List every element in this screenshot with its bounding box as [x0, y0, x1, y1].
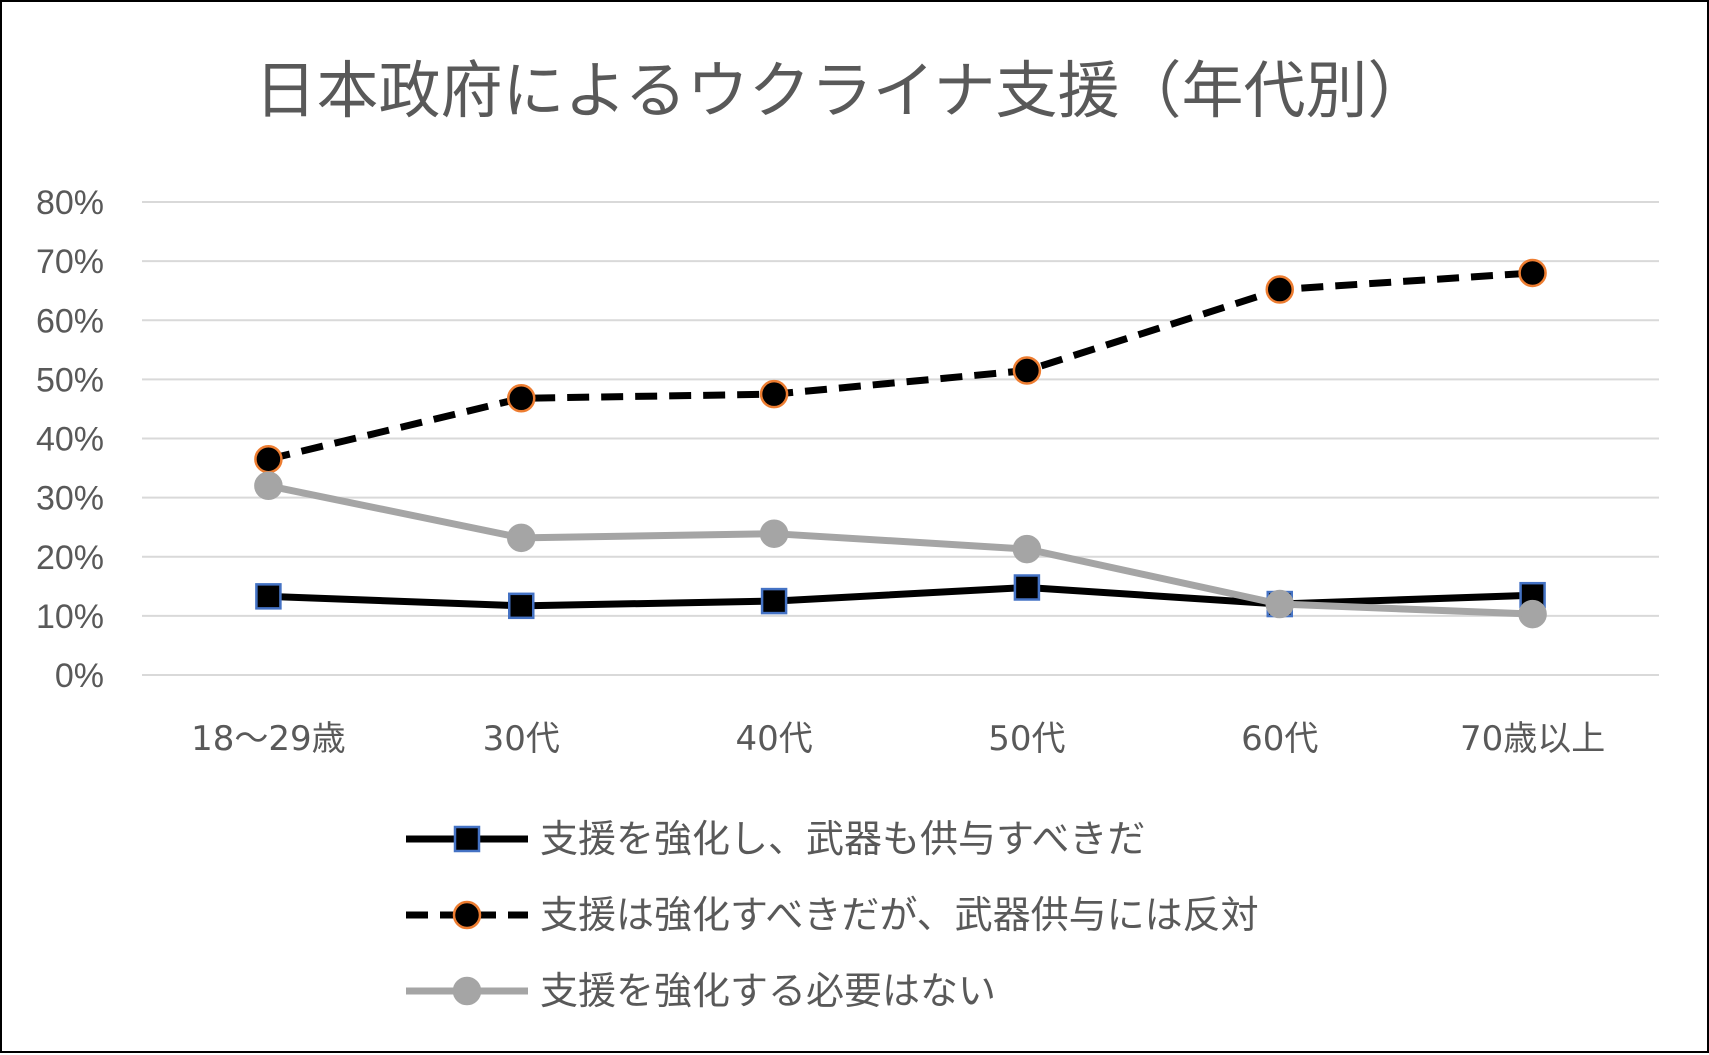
chart-title: 日本政府によるウクライナ支援（年代別）	[255, 54, 1430, 127]
y-tick-label: 40%	[36, 421, 104, 459]
data-point-s2	[1518, 258, 1547, 288]
y-tick-label: 0%	[55, 657, 104, 695]
y-tick-label: 60%	[36, 302, 104, 340]
series-line-3	[267, 482, 1533, 618]
y-tick-label: 20%	[36, 539, 104, 577]
data-point-s3	[1012, 534, 1042, 564]
legend-label-3: 支援を強化する必要はない	[540, 969, 996, 1013]
x-tick-label: 70歳以上	[1460, 719, 1605, 759]
gridlines	[142, 201, 1659, 676]
data-point-s3	[254, 471, 283, 501]
legend-label-1: 支援を強化し、武器も供与すべきだ	[540, 817, 1145, 861]
legend-marker-2	[452, 900, 482, 930]
data-point-s2	[507, 384, 536, 413]
y-tick-label: 50%	[36, 361, 104, 399]
data-point-s3	[1265, 589, 1294, 619]
legend-marker-3	[452, 976, 482, 1006]
data-point-s3	[1518, 599, 1547, 629]
data-point-s3	[759, 519, 789, 548]
series-lines	[267, 269, 1533, 618]
x-tick-label: 18～29歳	[191, 719, 346, 759]
data-point-s1	[760, 587, 788, 615]
data-point-s2	[1012, 356, 1042, 385]
x-tick-label: 60代	[1241, 719, 1318, 759]
y-tick-label: 30%	[36, 480, 104, 518]
x-tick-label: 50代	[988, 719, 1065, 759]
legend-label-2: 支援は強化すべきだが、武器供与には反対	[540, 893, 1259, 937]
data-point-s1	[255, 583, 282, 610]
data-point-s2	[254, 444, 283, 474]
data-point-s3	[507, 523, 536, 553]
y-tick-label: 70%	[36, 243, 104, 281]
x-axis-tick-labels: 18～29歳 30代 40代 50代 60代 70歳以上	[191, 719, 1605, 759]
legend: 支援を強化し、武器も供与すべきだ支援は強化すべきだが、武器供与には反対支援を強化…	[406, 817, 1259, 1013]
data-point-s2	[1265, 275, 1294, 304]
legend-marker-1	[453, 825, 481, 853]
series-markers	[254, 258, 1547, 629]
y-axis-tick-labels: 0% 10% 20% 30% 40% 50% 60% 70% 80%	[36, 184, 104, 695]
x-tick-label: 30代	[483, 719, 560, 759]
data-point-s1	[1013, 574, 1041, 601]
x-tick-label: 40代	[735, 719, 812, 759]
data-point-s1	[508, 592, 535, 620]
y-tick-label: 80%	[36, 184, 104, 222]
y-tick-label: 10%	[36, 598, 104, 636]
series-line-2	[267, 269, 1533, 463]
data-point-s2	[759, 379, 789, 409]
